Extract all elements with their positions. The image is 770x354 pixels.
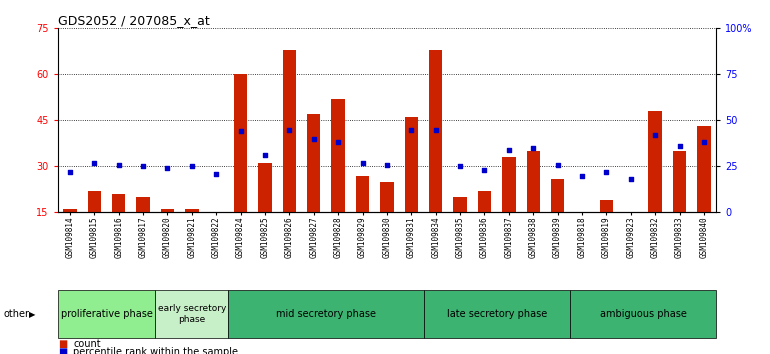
Bar	[112, 194, 126, 212]
Text: count: count	[73, 339, 101, 349]
Bar	[527, 151, 540, 212]
Point	[601, 169, 613, 175]
Bar	[185, 209, 199, 212]
Bar	[63, 209, 77, 212]
Bar	[258, 163, 272, 212]
Point	[380, 162, 393, 167]
Point	[454, 164, 466, 169]
Point	[283, 127, 296, 132]
Text: GDS2052 / 207085_x_at: GDS2052 / 207085_x_at	[58, 14, 209, 27]
Point	[307, 136, 320, 142]
Point	[210, 171, 223, 177]
Bar	[380, 182, 393, 212]
Text: ■: ■	[58, 339, 67, 349]
Bar	[161, 209, 174, 212]
Bar	[404, 117, 418, 212]
Point	[503, 147, 515, 153]
Point	[698, 139, 710, 145]
Text: proliferative phase: proliferative phase	[61, 309, 152, 319]
Point	[649, 132, 661, 138]
Bar	[136, 197, 150, 212]
Point	[64, 169, 76, 175]
Point	[430, 127, 442, 132]
Bar	[697, 126, 711, 212]
Bar	[307, 114, 320, 212]
Text: late secretory phase: late secretory phase	[447, 309, 547, 319]
Text: mid secretory phase: mid secretory phase	[276, 309, 376, 319]
Bar	[234, 74, 247, 212]
Bar	[502, 157, 516, 212]
Bar	[429, 50, 443, 212]
Point	[137, 164, 149, 169]
Bar	[477, 191, 491, 212]
Point	[527, 145, 539, 151]
Text: ▶: ▶	[29, 310, 35, 319]
Point	[576, 173, 588, 178]
Point	[332, 139, 344, 145]
Point	[624, 176, 637, 182]
Text: ambiguous phase: ambiguous phase	[600, 309, 686, 319]
Point	[112, 162, 125, 167]
Point	[478, 167, 490, 173]
Bar	[88, 191, 101, 212]
Point	[259, 153, 271, 158]
Point	[161, 165, 173, 171]
Text: other: other	[4, 309, 30, 319]
Text: ■: ■	[58, 347, 67, 354]
Text: percentile rank within the sample: percentile rank within the sample	[73, 347, 238, 354]
Text: early secretory
phase: early secretory phase	[158, 304, 226, 324]
Point	[88, 160, 100, 166]
Bar	[356, 176, 370, 212]
Bar	[551, 179, 564, 212]
Bar	[673, 151, 686, 212]
Point	[551, 162, 564, 167]
Point	[357, 160, 369, 166]
Bar	[600, 200, 613, 212]
Bar	[283, 50, 296, 212]
Bar	[648, 111, 662, 212]
Point	[186, 164, 198, 169]
Bar	[454, 197, 467, 212]
Bar	[331, 99, 345, 212]
Point	[234, 129, 246, 134]
Point	[405, 127, 417, 132]
Point	[673, 143, 685, 149]
